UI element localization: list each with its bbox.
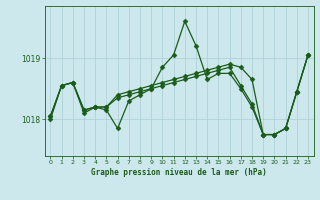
X-axis label: Graphe pression niveau de la mer (hPa): Graphe pression niveau de la mer (hPa) [91,168,267,177]
